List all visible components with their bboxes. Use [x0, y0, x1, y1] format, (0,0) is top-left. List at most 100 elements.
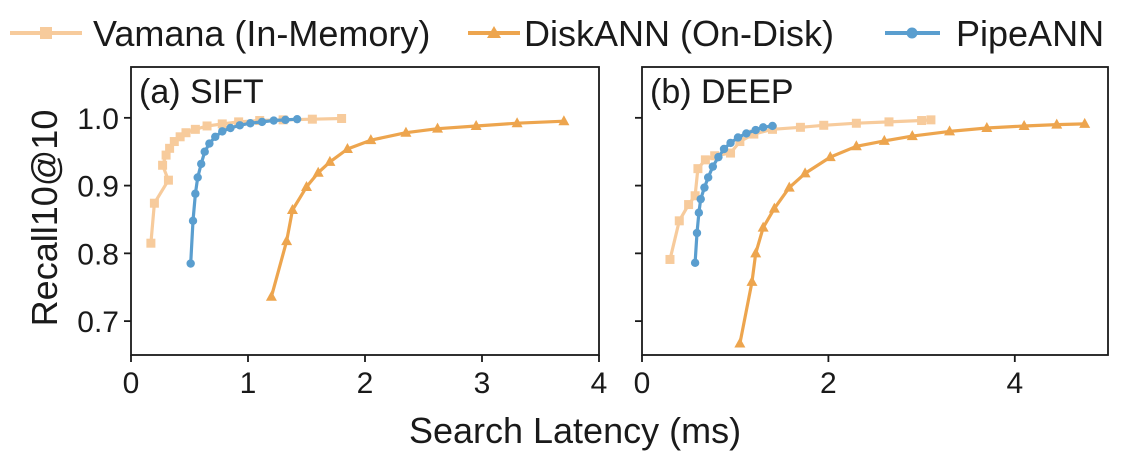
data-point-vamana	[917, 116, 927, 126]
legend-label-vamana: Vamana (In-Memory)	[93, 13, 430, 54]
data-point-pipeann	[193, 173, 202, 182]
data-point-diskann	[365, 134, 377, 145]
data-point-vamana	[726, 148, 736, 158]
data-point-vamana	[884, 117, 894, 127]
data-point-vamana	[307, 114, 317, 124]
data-point-pipeann	[292, 114, 302, 124]
data-point-pipeann	[188, 216, 198, 226]
data-point-pipeann	[226, 123, 235, 133]
data-point-pipeann	[281, 115, 290, 125]
data-point-pipeann	[696, 194, 705, 204]
data-point-pipeann	[191, 189, 200, 198]
data-point-diskann	[850, 140, 862, 151]
data-point-vamana	[158, 160, 168, 170]
data-point-vamana	[146, 238, 156, 248]
data-point-vamana	[202, 121, 212, 131]
legend-label-diskann: DiskANN (On-Disk)	[524, 13, 834, 54]
data-point-diskann	[906, 130, 918, 141]
data-point-diskann	[324, 155, 336, 166]
data-point-diskann	[824, 151, 836, 162]
x-tick-label: 4	[591, 367, 608, 400]
data-point-diskann	[1018, 119, 1030, 130]
legend-marker-square	[40, 27, 52, 39]
x-tick-label: 2	[357, 367, 374, 400]
legend-item-pipeann: PipeANN	[885, 13, 1104, 54]
series-line-diskann	[269, 119, 564, 298]
y-tick-label: 0.7	[77, 306, 119, 339]
data-point-vamana	[749, 129, 759, 139]
x-tick-label: 2	[820, 367, 837, 400]
data-point-vamana	[149, 198, 159, 208]
data-point-vamana	[700, 155, 710, 165]
data-point-pipeann	[719, 144, 729, 154]
x-tick-label: 0	[634, 367, 651, 400]
data-point-pipeann	[218, 127, 227, 136]
data-point-vamana	[735, 137, 745, 147]
data-point-diskann	[341, 142, 353, 153]
data-point-pipeann	[186, 259, 195, 268]
data-point-vamana	[851, 118, 861, 128]
data-point-diskann	[1051, 118, 1063, 129]
data-point-diskann	[981, 121, 993, 132]
data-point-vamana	[684, 200, 694, 210]
data-point-vamana	[181, 128, 191, 138]
series-line-pipeann	[189, 117, 298, 264]
data-point-pipeann	[714, 152, 723, 162]
data-point-pipeann	[692, 228, 702, 238]
data-point-diskann	[768, 202, 780, 213]
legend: Vamana (In-Memory) DiskANN (On-Disk) Pip…	[10, 13, 1104, 54]
data-point-diskann	[432, 122, 444, 133]
y-tick-label: 0.8	[77, 238, 119, 271]
panel-deep: 0 2 4 (b) DEEP	[634, 66, 1109, 400]
data-point-pipeann	[703, 173, 713, 182]
data-point-diskann	[265, 290, 277, 301]
data-point-pipeann	[690, 258, 700, 268]
data-point-pipeann	[211, 132, 220, 141]
x-tick-label: 3	[474, 367, 491, 400]
data-point-pipeann	[758, 123, 768, 132]
data-point-diskann	[799, 167, 811, 178]
panel-title: (b) DEEP	[650, 73, 794, 111]
data-point-diskann	[757, 221, 769, 232]
data-point-pipeann	[742, 129, 751, 138]
data-point-pipeann	[200, 147, 209, 156]
data-point-pipeann	[269, 116, 278, 125]
data-point-pipeann	[751, 125, 760, 135]
data-point-vamana	[674, 216, 684, 226]
data-point-vamana	[665, 254, 675, 264]
data-point-vamana	[175, 132, 185, 142]
x-tick-label: 0	[123, 367, 140, 400]
data-point-pipeann	[708, 162, 718, 171]
panel-sift: 0 1 2 3 4 0.7 0.8 0.9 1.0 (a) SIFT	[77, 66, 608, 400]
data-point-vamana	[165, 143, 175, 153]
data-point-vamana	[217, 119, 227, 129]
y-axis-title: Recall10@10	[24, 110, 65, 327]
data-point-vamana	[161, 150, 171, 160]
data-point-vamana	[190, 124, 200, 134]
data-point-diskann	[558, 115, 570, 126]
data-point-diskann	[286, 203, 298, 214]
data-point-diskann	[734, 337, 746, 348]
data-point-vamana	[163, 175, 173, 185]
legend-label-pipeann: PipeANN	[956, 13, 1104, 54]
data-point-diskann	[944, 125, 956, 136]
data-point-vamana	[337, 114, 347, 124]
data-point-pipeann	[733, 133, 743, 142]
data-point-diskann	[400, 126, 412, 137]
x-tick-label: 4	[1006, 367, 1023, 400]
y-tick-label: 0.9	[77, 171, 119, 204]
data-point-diskann	[1079, 117, 1091, 128]
data-point-vamana	[690, 191, 700, 201]
legend-marker-circle	[906, 27, 918, 39]
data-point-diskann	[281, 235, 293, 246]
x-tick-label: 1	[240, 367, 257, 400]
legend-marker-triangle	[487, 26, 501, 38]
data-point-pipeann	[257, 117, 267, 127]
data-point-diskann	[783, 181, 795, 192]
data-point-pipeann	[694, 208, 704, 217]
data-point-pipeann	[726, 138, 735, 148]
data-point-diskann	[878, 134, 890, 145]
plot-frame	[641, 66, 1109, 356]
data-point-vamana	[926, 115, 936, 125]
